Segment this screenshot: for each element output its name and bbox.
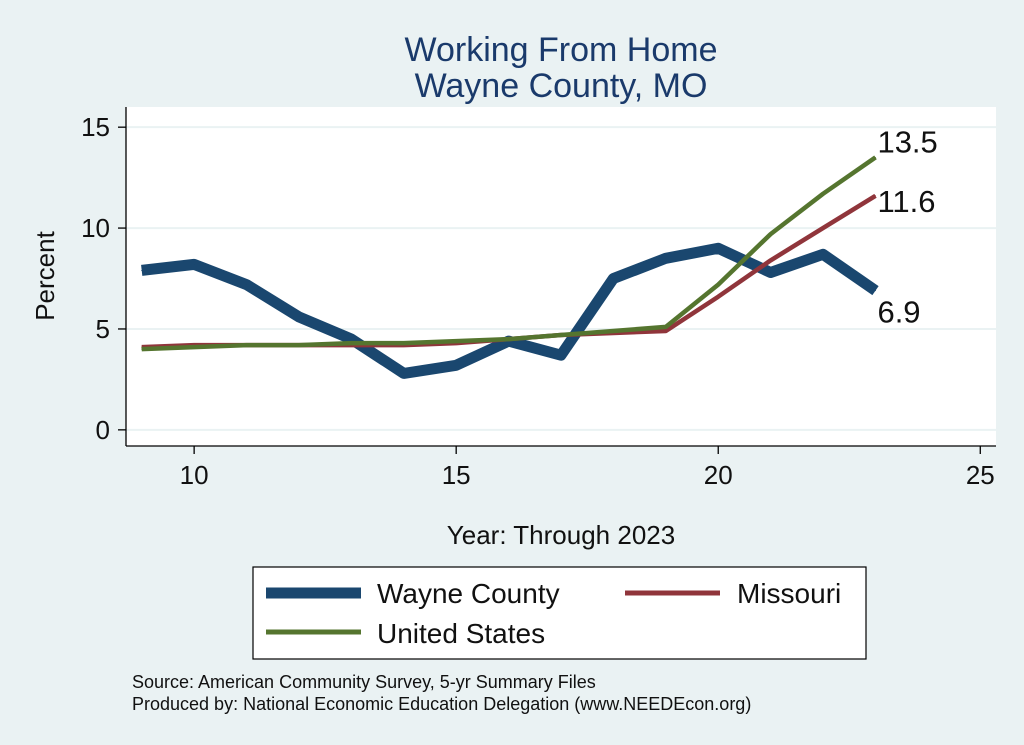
chart-title-line-1: Working From Home bbox=[405, 31, 718, 69]
data-point-wayne-county bbox=[822, 253, 824, 255]
x-tick-label-15: 15 bbox=[442, 460, 471, 490]
data-point-missouri bbox=[874, 195, 876, 197]
data-point-wayne-county bbox=[403, 372, 405, 374]
data-point-wayne-county bbox=[874, 290, 876, 292]
produced-note: Produced by: National Economic Education… bbox=[132, 694, 751, 714]
y-axis-label: Percent bbox=[30, 230, 60, 320]
data-point-united-states bbox=[455, 340, 457, 342]
source-note: Source: American Community Survey, 5-yr … bbox=[132, 672, 596, 692]
data-point-missouri bbox=[770, 259, 772, 261]
x-tick-label-25: 25 bbox=[966, 460, 995, 490]
series-lines bbox=[141, 155, 879, 379]
data-point-united-states bbox=[665, 326, 667, 328]
data-point-united-states bbox=[717, 284, 719, 286]
data-point-wayne-county bbox=[612, 278, 614, 280]
legend-label-missouri: Missouri bbox=[737, 578, 841, 609]
data-point-united-states bbox=[612, 330, 614, 332]
data-point-united-states bbox=[350, 342, 352, 344]
data-point-missouri bbox=[717, 296, 719, 298]
x-tick-label-20: 20 bbox=[704, 460, 733, 490]
chart-title-line-2: Wayne County, MO bbox=[415, 67, 708, 105]
data-point-wayne-county bbox=[350, 338, 352, 340]
plot-area bbox=[126, 107, 996, 446]
end-label-wayne-county: 6.9 bbox=[877, 295, 920, 330]
y-tick-label-0: 0 bbox=[96, 415, 110, 445]
data-point-united-states bbox=[874, 156, 876, 158]
x-axis-label: Year: Through 2023 bbox=[447, 520, 675, 550]
end-labels: 6.9 11.6 13.5 bbox=[877, 124, 937, 329]
data-point-united-states bbox=[193, 346, 195, 348]
legend-label-wayne-county: Wayne County bbox=[377, 578, 560, 609]
y-tick-label-15: 15 bbox=[81, 112, 110, 142]
axes: 0 5 10 15 10 15 20 25 bbox=[81, 107, 996, 490]
grid-lines bbox=[126, 126, 996, 431]
end-label-united-states: 13.5 bbox=[877, 124, 937, 159]
data-point-wayne-county bbox=[141, 269, 143, 271]
legend: Wayne County Missouri United States bbox=[252, 566, 867, 660]
end-label-missouri: 11.6 bbox=[877, 184, 935, 219]
x-tick-label-10: 10 bbox=[180, 460, 209, 490]
data-point-wayne-county bbox=[298, 316, 300, 318]
data-point-united-states bbox=[141, 348, 143, 350]
data-point-wayne-county bbox=[455, 364, 457, 366]
data-point-wayne-county bbox=[770, 271, 772, 273]
data-point-united-states bbox=[246, 344, 248, 346]
data-point-united-states bbox=[822, 193, 824, 195]
legend-label-united-states: United States bbox=[377, 618, 545, 649]
data-point-missouri bbox=[665, 330, 667, 332]
data-point-united-states bbox=[298, 344, 300, 346]
y-tick-label-5: 5 bbox=[96, 314, 110, 344]
legend-box bbox=[252, 566, 867, 660]
data-point-united-states bbox=[770, 233, 772, 235]
data-point-wayne-county bbox=[665, 257, 667, 259]
data-point-missouri bbox=[822, 227, 824, 229]
data-point-wayne-county bbox=[246, 284, 248, 286]
y-tick-label-10: 10 bbox=[81, 213, 110, 243]
data-point-wayne-county bbox=[717, 247, 719, 249]
data-point-wayne-county bbox=[560, 354, 562, 356]
data-point-united-states bbox=[560, 334, 562, 336]
data-point-wayne-county bbox=[193, 263, 195, 265]
data-point-united-states bbox=[508, 338, 510, 340]
data-point-united-states bbox=[403, 342, 405, 344]
